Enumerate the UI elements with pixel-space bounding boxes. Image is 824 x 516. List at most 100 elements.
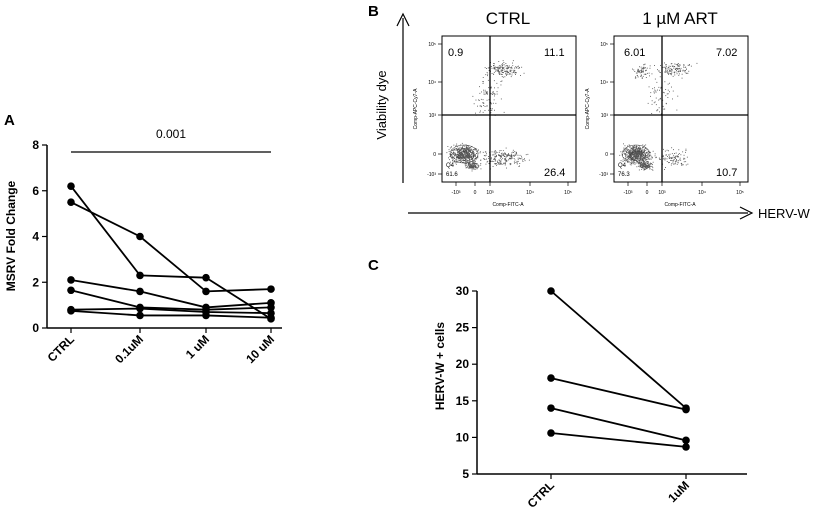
a-data-point xyxy=(67,182,75,190)
flow-event-dot xyxy=(669,158,670,159)
flow-event-dot xyxy=(486,72,488,73)
flow-event-dot xyxy=(681,164,683,166)
flow-event-dot xyxy=(473,103,475,105)
flow-event-dot xyxy=(467,163,469,165)
flow-event-dot xyxy=(638,160,640,161)
flow-event-dot xyxy=(677,95,679,97)
flow-event-dot xyxy=(645,148,646,149)
flow-event-dot xyxy=(687,64,689,66)
flow-event-dot xyxy=(635,158,637,160)
flow-event-dot xyxy=(662,155,664,157)
flow-event-dot xyxy=(479,151,481,153)
flow-event-dot xyxy=(628,154,630,156)
flow-event-dot xyxy=(512,65,514,67)
flow-event-dot xyxy=(464,148,466,150)
flow-event-dot xyxy=(497,68,499,70)
a-series-line xyxy=(70,185,272,320)
flow-event-dot xyxy=(629,157,631,159)
flow-event-dot xyxy=(475,165,477,167)
flow-event-dot xyxy=(472,95,474,97)
flow-event-dot xyxy=(460,160,462,162)
flow-event-dot xyxy=(667,72,668,74)
flow-event-dot xyxy=(467,162,469,164)
flow-event-dot xyxy=(488,157,489,159)
flow-event-dot xyxy=(679,159,681,161)
flow-event-dot xyxy=(682,70,684,72)
flow-event-dot xyxy=(630,154,632,156)
flow-event-dot xyxy=(474,161,476,163)
flow-event-dot xyxy=(485,92,487,94)
flow-event-dot xyxy=(682,151,684,153)
flow-y-tick-label: 10⁴ xyxy=(428,80,436,86)
flow-event-dot xyxy=(483,155,485,156)
flow-event-dot xyxy=(665,89,667,90)
flow-event-dot xyxy=(643,73,645,75)
flow-event-dot xyxy=(633,146,635,148)
flow-event-dot xyxy=(498,159,500,161)
flow-event-dot xyxy=(639,71,641,73)
flow-event-dot xyxy=(503,155,505,157)
a-data-point xyxy=(267,303,275,312)
flow-event-dot xyxy=(466,148,467,150)
flow-event-dot xyxy=(460,152,462,153)
flow-event-dot xyxy=(457,152,459,154)
flow-event-dot xyxy=(484,89,486,91)
flow-event-dot xyxy=(493,154,495,156)
flow-event-dot xyxy=(476,150,478,152)
flow-event-dot xyxy=(634,153,636,155)
flow-event-dot xyxy=(644,155,646,156)
flow-event-dot xyxy=(477,150,479,152)
flow-event-dot xyxy=(468,156,470,158)
flow-event-dot xyxy=(470,157,472,159)
flow-event-dot xyxy=(461,150,463,152)
flow-event-dot xyxy=(682,69,684,71)
flow-event-dot xyxy=(465,162,467,164)
flow-event-dot xyxy=(642,160,643,161)
flow-event-dot xyxy=(642,153,643,155)
flow-event-dot xyxy=(494,156,496,158)
flow-event-dot xyxy=(465,158,467,159)
flow-event-dot xyxy=(635,151,636,153)
flow-event-dot xyxy=(496,163,497,165)
flow-event-dot xyxy=(504,163,506,165)
flow-event-dot xyxy=(464,153,466,155)
flow-event-dot xyxy=(466,152,467,154)
flow-event-dot xyxy=(514,155,515,157)
flow-event-dot xyxy=(666,149,668,151)
flow-event-dot xyxy=(493,68,495,70)
flow-event-dot xyxy=(463,160,465,161)
density-contour xyxy=(457,150,475,162)
flow-event-dot xyxy=(665,70,667,72)
flow-event-dot xyxy=(633,159,635,160)
flow-event-dot xyxy=(459,150,461,151)
flow-event-dot xyxy=(465,167,467,169)
flow-event-dot xyxy=(466,161,468,163)
flow-event-dot xyxy=(637,154,639,155)
flow-event-dot xyxy=(465,146,467,148)
flow-event-dot xyxy=(462,154,464,156)
flow-event-dot xyxy=(463,157,465,158)
flow-event-dot xyxy=(499,164,501,165)
flow-event-dot xyxy=(467,152,469,154)
flow-event-dot xyxy=(491,93,493,95)
flow-event-dot xyxy=(484,110,486,111)
flow-event-dot xyxy=(490,158,492,160)
flow-event-dot xyxy=(528,159,530,161)
flow-event-dot xyxy=(508,159,509,161)
b-x-arrow-head xyxy=(739,206,754,220)
flow-event-dot xyxy=(491,108,493,109)
flow-event-dot xyxy=(472,157,473,159)
flow-event-dot xyxy=(503,67,505,69)
flow-event-dot xyxy=(652,150,654,152)
flow-event-dot xyxy=(650,163,652,165)
flow-event-dot xyxy=(638,165,639,167)
flow-event-dot xyxy=(465,148,467,150)
flow-event-dot xyxy=(631,160,633,162)
flow-event-dot xyxy=(637,150,639,152)
flow-event-dot xyxy=(659,89,660,91)
flow-event-dot xyxy=(645,165,647,167)
flow-event-dot xyxy=(662,105,664,107)
flow-event-dot xyxy=(493,63,495,65)
flow-event-dot xyxy=(488,87,490,89)
a-data-point xyxy=(136,311,144,320)
